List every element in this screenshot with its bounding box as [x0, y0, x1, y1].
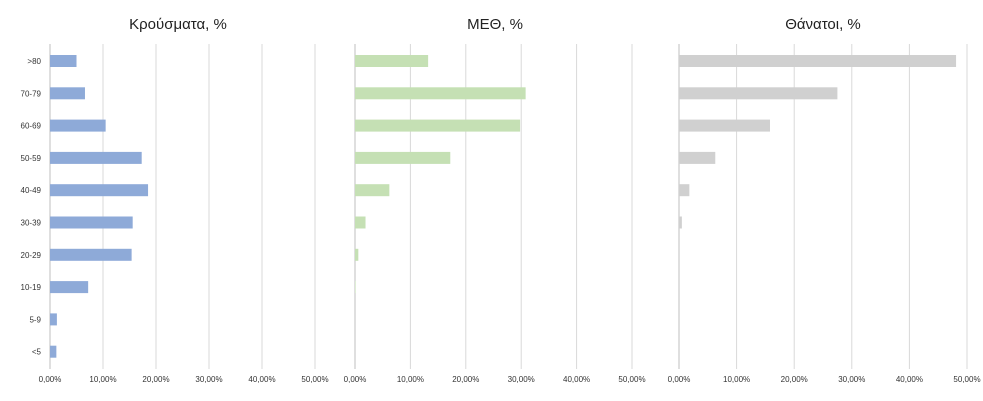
x-tick-label: 20,00%: [142, 375, 169, 384]
bar-59: [50, 313, 57, 326]
x-tick-label: 10,00%: [723, 375, 750, 384]
category-label: <5: [32, 348, 42, 357]
bar-6069: [355, 119, 521, 132]
x-tick-label: 40,00%: [896, 375, 923, 384]
bar-1019: [50, 281, 89, 294]
bar-80: [679, 55, 957, 67]
x-tick-label: 50,00%: [953, 375, 980, 384]
x-tick-label: 0,00%: [344, 375, 367, 384]
category-label: 20-29: [21, 251, 42, 260]
x-tick-label: 50,00%: [618, 375, 645, 384]
bar-6069: [679, 119, 771, 132]
chart-title: ΜΕΘ, %: [467, 16, 523, 33]
bar-4049: [50, 184, 149, 197]
x-tick-label: 30,00%: [195, 375, 222, 384]
bar-5059: [50, 151, 142, 164]
category-label: 30-39: [21, 219, 42, 228]
bar-6069: [50, 119, 106, 132]
x-tick-label: 40,00%: [563, 375, 590, 384]
bar-7079: [679, 87, 838, 100]
x-tick-label: 40,00%: [248, 375, 275, 384]
x-tick-label: 30,00%: [508, 375, 535, 384]
bar-2029: [355, 248, 359, 261]
bar-5: [50, 345, 57, 358]
chart-panel-2: ΜΕΘ, % 0,00% 10,00% 20,00% 30,00% 40,00% 50,00…: [344, 16, 646, 384]
bar-3039: [355, 216, 366, 229]
x-tick-label: 20,00%: [452, 375, 479, 384]
category-label: 60-69: [21, 122, 42, 131]
bar-3039: [50, 216, 133, 229]
category-label: 10-19: [21, 283, 42, 292]
bar-4049: [679, 184, 690, 197]
bar-80: [355, 55, 429, 67]
bar-80: [50, 55, 77, 67]
chart-title: Κρούσματα, %: [129, 16, 227, 33]
x-tick-label: 0,00%: [39, 375, 62, 384]
x-tick-label: 20,00%: [781, 375, 808, 384]
bar-5059: [679, 151, 716, 164]
bar-2029: [50, 248, 132, 261]
chart-title: Θάνατοι, %: [785, 16, 861, 33]
x-tick-label: 50,00%: [301, 375, 328, 384]
bar-7079: [355, 87, 526, 100]
category-label: 5-9: [29, 315, 41, 324]
bar-3039: [679, 216, 682, 229]
category-label: 70-79: [21, 89, 42, 98]
bar-5059: [355, 151, 451, 164]
bar-1019: [355, 281, 356, 294]
chart-panel-1: Κρούσματα, % 0,00% 10,00% 20,00% 30,00% 40,00…: [21, 16, 329, 384]
chart-panel-3: Θάνατοι, % 0,00% 10,00% 20,00% 30,00% 40,00% 5…: [668, 16, 981, 384]
x-tick-label: 10,00%: [89, 375, 116, 384]
x-tick-label: 0,00%: [668, 375, 691, 384]
category-label: >80: [27, 57, 41, 66]
bar-4049: [355, 184, 390, 197]
x-tick-label: 30,00%: [838, 375, 865, 384]
category-label: 50-59: [21, 154, 42, 163]
category-label: 40-49: [21, 186, 42, 195]
bar-7079: [50, 87, 85, 100]
x-tick-label: 10,00%: [397, 375, 424, 384]
